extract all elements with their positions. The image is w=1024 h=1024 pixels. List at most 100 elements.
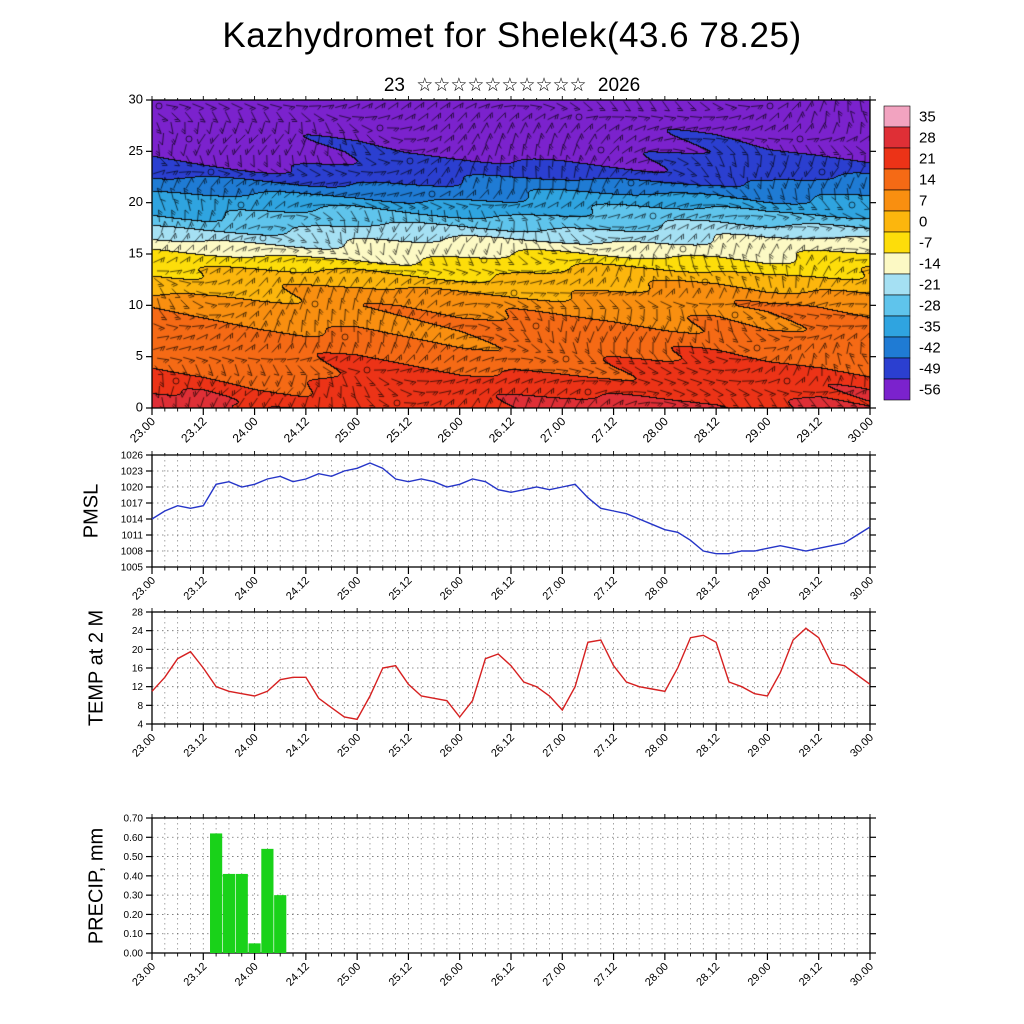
svg-text:24: 24	[132, 626, 144, 637]
temp2m-axis-title: TEMP at 2 M	[85, 609, 108, 727]
svg-text:0.40: 0.40	[124, 871, 144, 882]
date-year: 2026	[597, 75, 641, 96]
svg-text:0.70: 0.70	[124, 814, 144, 825]
svg-text:21: 21	[919, 151, 936, 168]
svg-text:1023: 1023	[121, 467, 144, 478]
svg-text:20: 20	[132, 645, 144, 656]
svg-text:0.50: 0.50	[124, 852, 144, 863]
pmsl-panel: 1005 1008 1011 1014 1017 1020 1023 1026 23.00 23.…	[121, 451, 876, 603]
svg-text:26.12: 26.12	[489, 575, 517, 603]
temp-at-2m-series	[151, 627, 871, 721]
svg-text:0: 0	[136, 400, 143, 415]
svg-text:23.12: 23.12	[181, 961, 209, 989]
date-subtitle: 23 ☆☆☆☆☆☆☆☆☆☆ 2026	[0, 74, 1024, 97]
svg-text:27.12: 27.12	[589, 414, 620, 445]
precip-bar	[274, 895, 287, 953]
svg-text:30.00: 30.00	[845, 414, 876, 445]
page-title: Kazhydromet for Shelek(43.6 78.25)	[222, 16, 802, 55]
svg-text:28.12: 28.12	[694, 732, 722, 760]
svg-text:25.12: 25.12	[383, 414, 414, 445]
svg-text:0.30: 0.30	[124, 891, 144, 902]
svg-text:0.60: 0.60	[124, 833, 144, 844]
svg-text:7: 7	[919, 193, 927, 210]
svg-text:27.00: 27.00	[540, 732, 568, 760]
svg-text:5: 5	[136, 348, 143, 363]
svg-text:4: 4	[137, 720, 143, 731]
svg-text:0: 0	[919, 214, 927, 231]
cross-section-plot	[152, 100, 870, 408]
svg-text:29.00: 29.00	[746, 961, 774, 989]
date-month-stars: ☆☆☆☆☆☆☆☆☆☆	[416, 75, 587, 96]
svg-text:27.12: 27.12	[592, 575, 620, 603]
svg-text:29.00: 29.00	[746, 732, 774, 760]
svg-text:24.00: 24.00	[233, 961, 261, 989]
svg-text:25.12: 25.12	[387, 732, 415, 760]
svg-text:-28: -28	[919, 298, 941, 315]
svg-text:23.12: 23.12	[181, 575, 209, 603]
precip-panel: 0.00 0.10 0.20 0.30 0.40 0.50 0.60 0.70 23.00 23.…	[124, 814, 877, 989]
svg-text:28.12: 28.12	[694, 961, 722, 989]
svg-text:29.12: 29.12	[797, 732, 825, 760]
svg-text:23.12: 23.12	[178, 414, 209, 445]
date-day: 23	[383, 75, 405, 96]
svg-text:24.00: 24.00	[233, 575, 261, 603]
svg-text:29.00: 29.00	[746, 575, 774, 603]
svg-text:24.12: 24.12	[284, 732, 312, 760]
svg-text:24.12: 24.12	[284, 575, 312, 603]
svg-text:-21: -21	[919, 277, 941, 294]
svg-text:20: 20	[129, 194, 143, 209]
svg-text:1011: 1011	[121, 531, 143, 542]
svg-text:28.00: 28.00	[643, 732, 671, 760]
precip-bar	[222, 873, 236, 953]
svg-text:25.00: 25.00	[335, 575, 363, 603]
svg-text:23.00: 23.00	[130, 575, 158, 603]
svg-text:1017: 1017	[121, 499, 144, 510]
svg-text:26.00: 26.00	[435, 414, 466, 445]
svg-text:24.00: 24.00	[233, 732, 261, 760]
svg-text:26.12: 26.12	[489, 961, 517, 989]
svg-text:24.12: 24.12	[284, 961, 312, 989]
svg-text:27.00: 27.00	[540, 575, 568, 603]
pmsl-axis-title: PMSL	[80, 483, 103, 539]
svg-text:23.00: 23.00	[130, 732, 158, 760]
svg-text:28.00: 28.00	[643, 575, 671, 603]
svg-text:1020: 1020	[121, 483, 144, 494]
svg-text:23.00: 23.00	[127, 414, 158, 445]
temperature-colorbar: 35 28 21 14 7 0 -7 -14 -21 -28 -35 -42 -49 -56	[883, 105, 941, 401]
svg-text:25.12: 25.12	[387, 575, 415, 603]
svg-text:24.00: 24.00	[230, 414, 261, 445]
svg-text:28.00: 28.00	[643, 961, 671, 989]
svg-text:1026: 1026	[121, 451, 144, 462]
precip-bar	[248, 943, 261, 953]
svg-text:30.00: 30.00	[848, 961, 876, 989]
svg-text:28: 28	[919, 130, 936, 147]
svg-text:0.00: 0.00	[124, 949, 144, 960]
svg-text:28.12: 28.12	[694, 575, 722, 603]
svg-text:29.00: 29.00	[742, 414, 773, 445]
svg-text:28.00: 28.00	[640, 414, 671, 445]
svg-text:25.12: 25.12	[387, 961, 415, 989]
precip-bar	[261, 848, 274, 953]
svg-text:0.20: 0.20	[124, 910, 144, 921]
precip-bar	[210, 833, 223, 953]
svg-text:-35: -35	[919, 319, 941, 336]
svg-text:35: 35	[919, 109, 936, 126]
svg-text:26.00: 26.00	[438, 732, 466, 760]
svg-text:23.12: 23.12	[181, 732, 209, 760]
svg-text:27.00: 27.00	[537, 414, 568, 445]
svg-text:12: 12	[132, 682, 144, 693]
svg-text:30.00: 30.00	[848, 732, 876, 760]
precip-axis-title: PRECIP, mm	[85, 827, 108, 945]
svg-text:28: 28	[132, 608, 144, 619]
svg-text:0.10: 0.10	[124, 929, 144, 940]
svg-text:26.12: 26.12	[489, 732, 517, 760]
svg-text:-42: -42	[919, 340, 941, 357]
temp-at-2m-panel: 4 8 12 16 20 24 28 23.00 23.12 24.00 24.12 25.00 25.…	[130, 608, 876, 760]
svg-text:26.12: 26.12	[486, 414, 517, 445]
svg-text:24.12: 24.12	[281, 414, 312, 445]
svg-text:-49: -49	[919, 361, 941, 378]
svg-text:29.12: 29.12	[797, 961, 825, 989]
svg-text:14: 14	[919, 172, 936, 189]
svg-text:29.12: 29.12	[797, 575, 825, 603]
